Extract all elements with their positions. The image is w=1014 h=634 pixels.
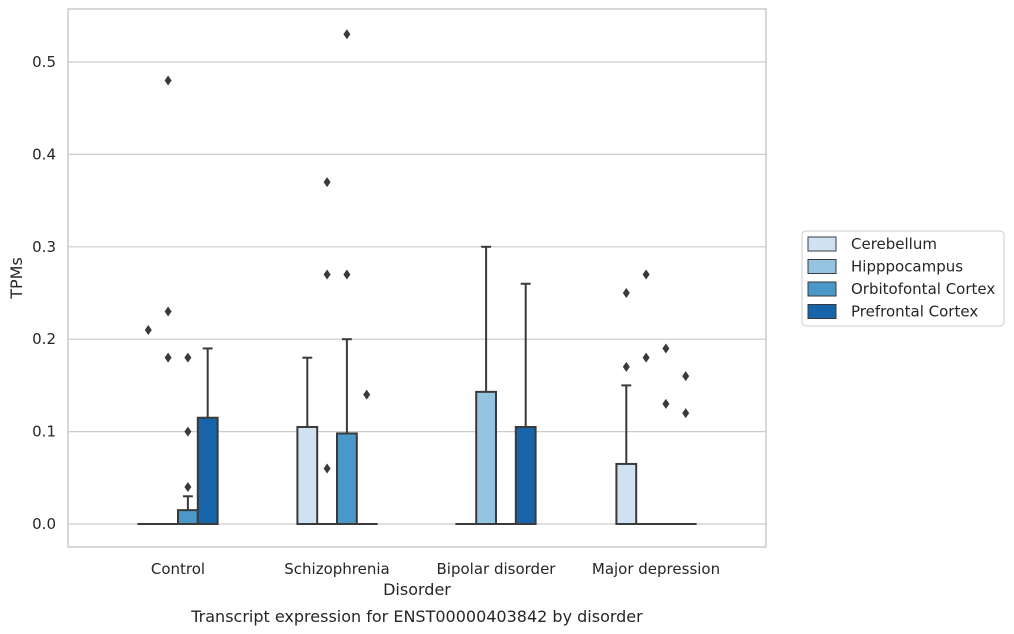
outlier-point: [343, 269, 351, 280]
box-body: [177, 509, 199, 526]
outlier-point: [363, 389, 371, 400]
legend-label: Cerebellum: [851, 235, 937, 253]
outlier-point: [642, 269, 650, 280]
box-group: [615, 288, 638, 526]
y-tick-labels: 0.0 0.1 0.2 0.3 0.4 0.5: [32, 53, 56, 533]
outlier-point: [662, 398, 670, 409]
y-axis-title: TPMs: [7, 257, 26, 300]
outlier-point: [164, 306, 172, 317]
box-group: [514, 282, 537, 526]
legend-swatch: [807, 259, 837, 274]
outlier-point: [184, 352, 192, 363]
box-group: [177, 352, 199, 526]
x-axis-title: Disorder: [383, 580, 451, 599]
outlier-point: [164, 352, 172, 363]
box-body: [336, 432, 358, 525]
outlier-point: [323, 463, 331, 474]
chart-caption: Transcript expression for ENST0000040384…: [190, 607, 643, 626]
box-group: [475, 245, 498, 526]
outlier-point: [323, 269, 331, 280]
box-group: [196, 347, 219, 525]
plot-area-frame: [67, 8, 767, 548]
x-tick-label: Control: [151, 560, 205, 578]
box-group: [296, 356, 319, 526]
y-tick-label: 0.2: [32, 330, 56, 348]
legend-frame: [801, 230, 1005, 327]
box-body: [296, 425, 319, 526]
legend-label: Orbitofontal Cortex: [851, 280, 995, 298]
legend-swatch: [807, 281, 837, 297]
legend-label: Prefrontal Cortex: [851, 303, 978, 321]
box-group: [655, 343, 677, 526]
box-body: [196, 416, 219, 525]
legend-swatch: [807, 304, 837, 319]
outlier-point: [622, 288, 630, 298]
outlier-point: [144, 324, 152, 335]
box-group: [157, 75, 179, 526]
outlier-point: [323, 177, 331, 188]
y-tick-label: 0.5: [32, 53, 56, 71]
y-tick-label: 0.0: [32, 515, 56, 533]
outlier-point: [184, 482, 192, 493]
box-group: [336, 29, 358, 525]
y-tick-label: 0.4: [32, 145, 56, 163]
outlier-point: [682, 371, 690, 382]
outlier-point: [642, 352, 650, 363]
box-group: [316, 177, 339, 526]
x-tick-label: Schizophrenia: [284, 560, 389, 578]
legend: Cerebellum Hipppocampus Orbitofontal Corte…: [801, 230, 1005, 327]
x-tick-label: Major depression: [592, 560, 720, 578]
legend-items: Cerebellum Hipppocampus Orbitofontal Corte…: [807, 235, 995, 321]
outlier-point: [662, 343, 670, 354]
outlier-point: [622, 361, 630, 372]
y-tick-label: 0.1: [32, 423, 56, 441]
boxes: [137, 29, 697, 526]
x-tick-labels: Control Schizophrenia Bipolar disorder Majo…: [151, 560, 720, 578]
legend-label: Hipppocampus: [851, 258, 963, 276]
x-tick-label: Bipolar disorder: [437, 560, 557, 578]
outlier-point: [164, 75, 172, 86]
y-tick-label: 0.3: [32, 238, 56, 256]
outlier-point: [682, 408, 690, 419]
outlier-point: [184, 426, 192, 437]
outlier-point: [343, 29, 351, 40]
box-group: [355, 389, 378, 526]
legend-swatch: [807, 236, 837, 252]
box-body: [475, 390, 498, 526]
box-group: [674, 371, 697, 526]
box-body: [615, 462, 638, 526]
box-body: [514, 425, 537, 526]
